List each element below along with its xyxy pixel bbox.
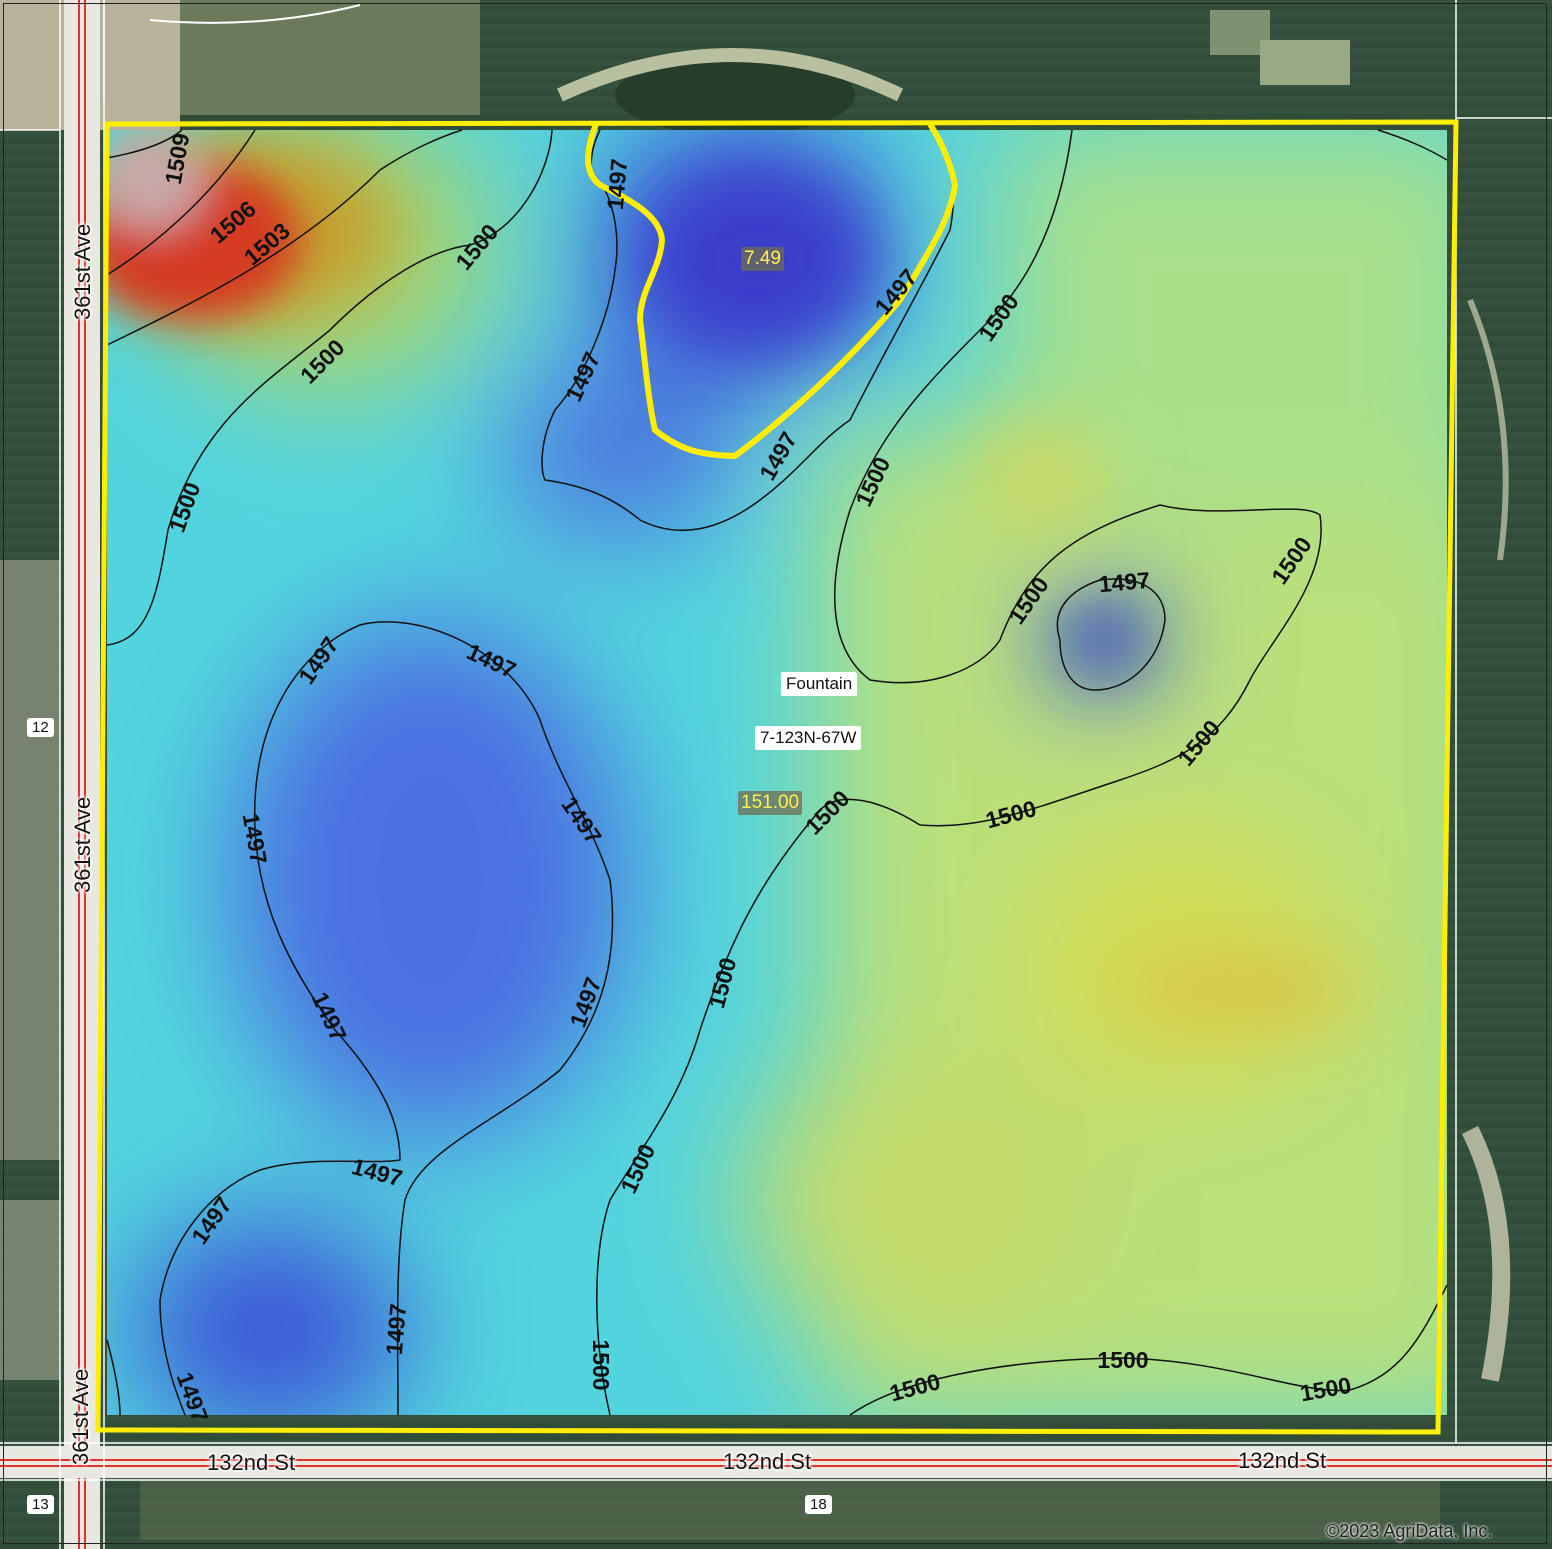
section-number-west: 12 (27, 718, 54, 737)
field-value-label: 151.00 (738, 791, 803, 815)
road-label-south-middle: 132nd St (723, 1449, 812, 1474)
contour-lines (106, 129, 1448, 1416)
contour-label-1500: 1500 (588, 1339, 614, 1390)
road-label-south-west: 132nd St (207, 1450, 296, 1475)
road-label-west-south: 361st Ave (68, 1368, 93, 1465)
road-label-west-north: 361st Ave (70, 223, 95, 320)
section-number-south: 18 (805, 1495, 832, 1514)
contour-label-1497: 1497 (1098, 567, 1151, 597)
contour-label-1500: 1500 (1097, 1347, 1148, 1373)
road-label-south-east: 132nd St (1238, 1448, 1327, 1473)
elevation-heatmap (107, 130, 1447, 1415)
contour-label-1497: 1497 (381, 1303, 411, 1356)
zone-boundary[interactable] (585, 122, 959, 460)
place-name-label: Fountain (781, 672, 858, 696)
section-number-southwest: 13 (27, 1495, 54, 1514)
copyright-notice: ©2023 AgriData, Inc. (1326, 1521, 1493, 1541)
contour-label-1497: 1497 (602, 158, 632, 211)
road-label-west-middle: 361st Ave (70, 796, 95, 893)
zone-value-label: 7.49 (741, 247, 784, 271)
section-label: 7-123N-67W (755, 726, 862, 750)
field-boundary[interactable] (95, 119, 1459, 1435)
